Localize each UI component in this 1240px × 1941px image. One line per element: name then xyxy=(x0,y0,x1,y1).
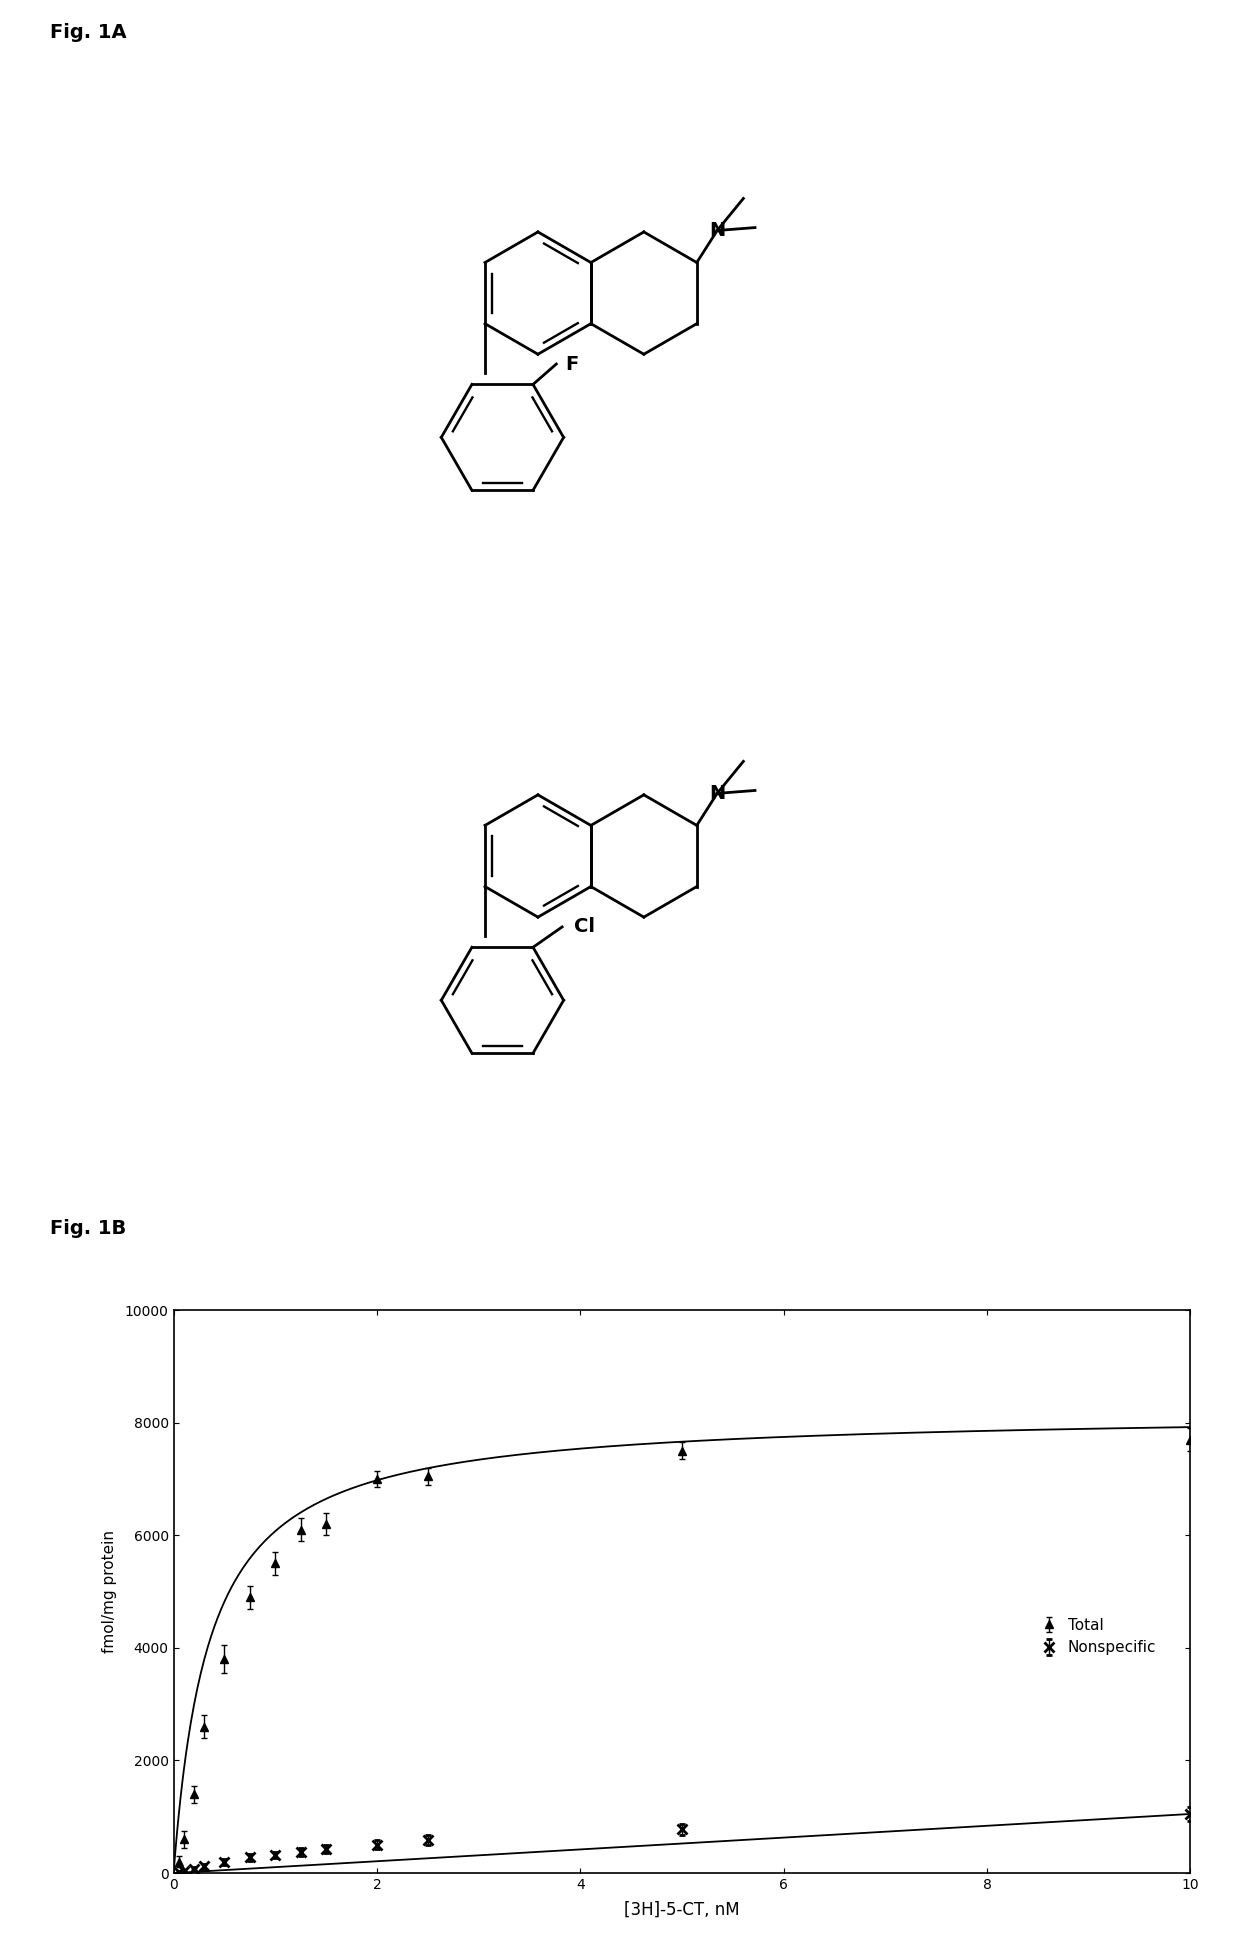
X-axis label: [3H]-5-CT, nM: [3H]-5-CT, nM xyxy=(624,1900,740,1918)
Text: Fig. 1B: Fig. 1B xyxy=(50,1219,125,1238)
Text: Cl: Cl xyxy=(574,918,595,936)
Text: N: N xyxy=(709,784,725,804)
Legend: Total, Nonspecific: Total, Nonspecific xyxy=(1032,1611,1162,1661)
Text: Fig. 1A: Fig. 1A xyxy=(50,23,126,43)
Text: F: F xyxy=(565,355,578,373)
Y-axis label: fmol/mg protein: fmol/mg protein xyxy=(102,1530,117,1654)
Text: N: N xyxy=(709,221,725,241)
